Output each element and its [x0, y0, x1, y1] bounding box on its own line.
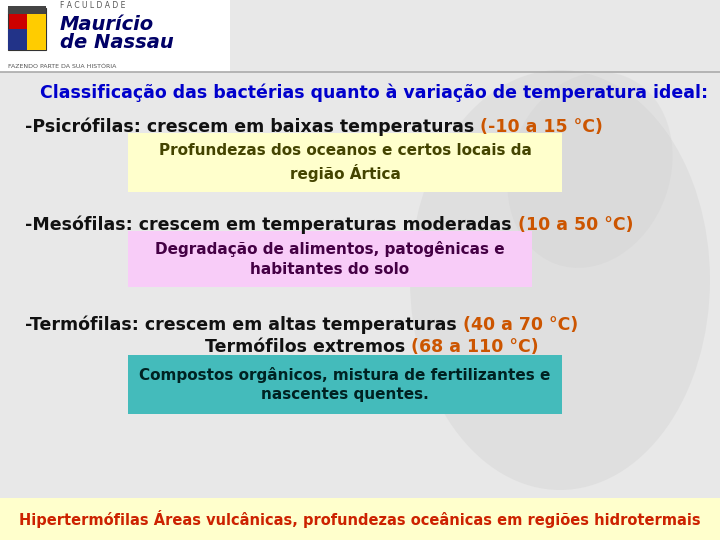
FancyBboxPatch shape	[8, 8, 46, 50]
FancyBboxPatch shape	[128, 133, 562, 192]
Text: Termófilos extremos: Termófilos extremos	[205, 338, 411, 356]
Text: Classificação das bactérias quanto à variação de temperatura ideal:: Classificação das bactérias quanto à var…	[40, 84, 708, 102]
Text: (40 a 70 °C): (40 a 70 °C)	[463, 316, 578, 334]
Text: (-10 a 15 °C): (-10 a 15 °C)	[480, 118, 603, 136]
Text: F A C U L D A D E: F A C U L D A D E	[60, 2, 125, 10]
Text: -Mesófilas: crescem em temperaturas moderadas: -Mesófilas: crescem em temperaturas mode…	[25, 216, 518, 234]
Text: Degradação de alimentos, patogênicas e
habitantes do solo: Degradação de alimentos, patogênicas e h…	[156, 241, 505, 277]
FancyBboxPatch shape	[8, 6, 46, 14]
Text: Compostos orgânicos, mistura de fertilizantes e
nascentes quentes.: Compostos orgânicos, mistura de fertiliz…	[139, 367, 551, 402]
Text: FAZENDO PARTE DA SUA HISTÓRIA: FAZENDO PARTE DA SUA HISTÓRIA	[8, 64, 117, 69]
Ellipse shape	[508, 72, 672, 268]
Text: Maurício: Maurício	[60, 16, 154, 35]
FancyBboxPatch shape	[128, 355, 562, 414]
FancyBboxPatch shape	[0, 0, 230, 72]
Text: (10 a 50 °C): (10 a 50 °C)	[518, 216, 633, 234]
Text: Profundezas dos oceanos e certos locais da
região Ártica: Profundezas dos oceanos e certos locais …	[158, 143, 531, 182]
Text: de Nassau: de Nassau	[60, 33, 174, 52]
Text: -Termófilas: crescem em altas temperaturas: -Termófilas: crescem em altas temperatur…	[25, 316, 463, 334]
FancyBboxPatch shape	[27, 8, 46, 50]
Ellipse shape	[410, 70, 710, 490]
Text: (68 a 110 °C): (68 a 110 °C)	[411, 338, 539, 356]
FancyBboxPatch shape	[8, 29, 27, 50]
Text: Hipertermófilas Áreas vulcânicas, profundezas oceânicas em regiões hidrotermais: Hipertermófilas Áreas vulcânicas, profun…	[19, 510, 701, 528]
FancyBboxPatch shape	[128, 231, 532, 287]
Text: -Psicrófilas: crescem em baixas temperaturas: -Psicrófilas: crescem em baixas temperat…	[25, 118, 480, 136]
FancyBboxPatch shape	[0, 498, 720, 540]
